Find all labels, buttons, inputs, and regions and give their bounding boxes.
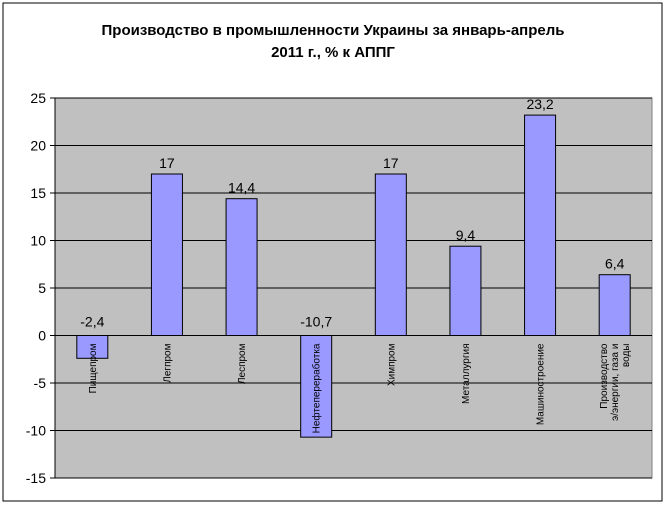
- y-tick-label: 0: [38, 328, 46, 344]
- y-tick-label: -15: [26, 470, 46, 486]
- bar: [524, 114, 557, 336]
- y-tick-label: -5: [34, 375, 47, 391]
- data-label: 9,4: [456, 227, 476, 243]
- data-label: -2,4: [80, 314, 104, 330]
- data-label: 23,2: [526, 96, 553, 112]
- data-label: 6,4: [605, 256, 625, 272]
- bar: [449, 245, 482, 336]
- data-label: 17: [383, 155, 399, 171]
- bar: [598, 274, 631, 337]
- category-labels: Пищепром Легпром Леспром Нефтепереработка Хи…: [88, 343, 632, 433]
- bar: [374, 173, 407, 336]
- category-label: Пищепром: [88, 343, 99, 393]
- chart-title-line2: 2011 г., % к АППГ: [271, 44, 395, 61]
- category-label: Металлургия: [461, 344, 472, 404]
- category-label-line: Нефтепереработка: [311, 343, 323, 433]
- y-tick-label: 20: [30, 138, 46, 154]
- y-tick-label: 15: [30, 185, 46, 201]
- y-tick-label: 5: [38, 280, 46, 296]
- category-label-line: Химпром: [386, 343, 397, 386]
- category-label: Легпром: [162, 343, 173, 382]
- data-label: -10,7: [300, 314, 332, 330]
- bar: [225, 198, 258, 336]
- category-label-line: Пищепром: [88, 343, 99, 393]
- category-label-line: воды: [621, 344, 632, 368]
- bar: [76, 335, 109, 359]
- y-tick-label: 10: [30, 233, 46, 249]
- category-label-line: Леспром: [237, 343, 248, 384]
- category-label-line: Машиностроение: [536, 343, 547, 425]
- y-axis: 25 20 15 10 5 0 -5 -10 -15: [26, 90, 56, 486]
- category-label: Производство э/энергии, газа и воды: [599, 343, 632, 421]
- category-label: Леспром: [237, 343, 248, 384]
- category-label: Машиностроение: [536, 343, 547, 425]
- bars: [76, 114, 631, 438]
- category-label-line: Производство: [599, 343, 610, 409]
- y-tick-label: -10: [26, 423, 46, 439]
- bar: [150, 173, 183, 336]
- category-label: Нефтепереработка: [311, 343, 323, 433]
- data-labels: -2,4 17 14,4 -10,7 17 9,4 23,2 6,4: [80, 96, 624, 329]
- data-label: 14,4: [228, 180, 255, 196]
- bar: [300, 335, 333, 438]
- data-label: 17: [159, 155, 175, 171]
- category-label: Химпром: [386, 343, 397, 386]
- chart-title-line1: Производство в промышленности Украины за…: [102, 22, 565, 39]
- category-label-line: Легпром: [162, 343, 173, 382]
- category-label-line: Металлургия: [461, 344, 472, 404]
- category-label-line: э/энергии, газа и: [610, 344, 621, 421]
- y-tick-label: 25: [30, 90, 46, 106]
